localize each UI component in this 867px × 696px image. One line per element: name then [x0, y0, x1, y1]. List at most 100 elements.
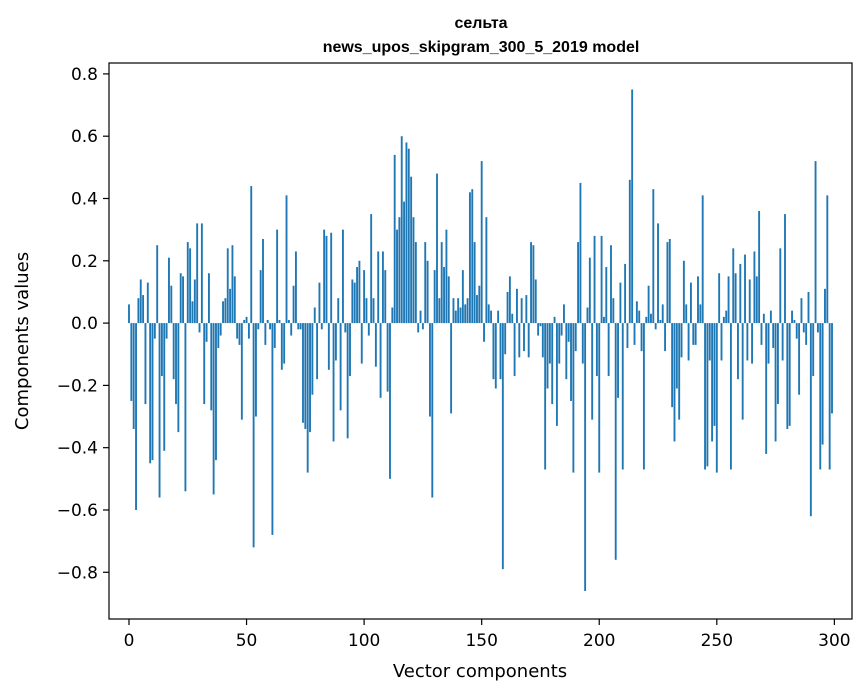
- bar-50: [245, 316, 248, 324]
- bar-148: [476, 295, 478, 324]
- bar-104: [372, 298, 375, 324]
- bar-234: [678, 323, 681, 420]
- bar-259: [737, 323, 739, 380]
- bar-7: [144, 323, 147, 405]
- bar-163: [511, 313, 514, 324]
- bar-139: [454, 310, 457, 324]
- bar-261: [741, 323, 744, 420]
- x-tick-label: 150: [465, 631, 497, 651]
- bar-250: [715, 323, 718, 473]
- bar-178: [546, 323, 549, 389]
- bar-161: [506, 291, 509, 324]
- bar-89: [337, 298, 340, 324]
- bar-265: [751, 323, 754, 364]
- y-tick-label: 0.2: [71, 252, 98, 272]
- bar-206: [612, 298, 615, 324]
- bar-201: [600, 235, 603, 324]
- chart-title-line2: news_upos_skipgram_300_5_2019 model: [323, 39, 640, 56]
- bar-190: [574, 323, 577, 352]
- bar-175: [539, 323, 542, 327]
- bar-146: [471, 189, 474, 324]
- bar-96: [353, 282, 356, 324]
- bar-205: [610, 245, 612, 324]
- bar-238: [687, 323, 690, 361]
- bar-195: [586, 307, 589, 324]
- bar-209: [619, 282, 622, 324]
- bar-285: [798, 323, 801, 395]
- x-axis-ticks: 0 50 100 150 200 250 300: [124, 619, 851, 651]
- bar-182: [555, 323, 558, 426]
- bar-202: [603, 316, 605, 324]
- bar-36: [212, 323, 215, 495]
- bar-128: [429, 323, 431, 417]
- bar-211: [624, 263, 627, 324]
- bar-2: [132, 323, 135, 429]
- bar-91: [342, 229, 344, 324]
- bar-24: [184, 323, 187, 492]
- bar-286: [800, 298, 803, 324]
- bar-187: [567, 323, 570, 342]
- x-tick-label: 100: [348, 631, 380, 651]
- bar-271: [765, 323, 768, 454]
- bar-79: [313, 307, 316, 324]
- bar-57: [262, 238, 264, 324]
- bar-215: [633, 323, 636, 345]
- bar-158: [499, 323, 502, 380]
- bar-218: [640, 323, 643, 352]
- bar-252: [720, 323, 723, 361]
- bar-256: [729, 323, 732, 470]
- bar-237: [685, 304, 688, 324]
- bar-131: [436, 173, 438, 324]
- bar-0: [128, 304, 130, 324]
- bar-92: [344, 323, 347, 333]
- bar-123: [417, 323, 420, 333]
- bar-88: [334, 323, 337, 361]
- bar-110: [386, 323, 389, 392]
- bar-49: [243, 319, 246, 324]
- bar-188: [570, 323, 572, 401]
- bar-17: [168, 257, 170, 324]
- bar-93: [346, 323, 349, 439]
- bar-118: [405, 142, 408, 324]
- y-tick-label: 0.0: [71, 314, 98, 334]
- bar-63: [276, 229, 279, 324]
- bar-85: [327, 323, 330, 370]
- bar-198: [593, 235, 596, 324]
- bar-108: [381, 251, 384, 324]
- bar-165: [516, 288, 518, 324]
- bar-157: [497, 310, 500, 324]
- bar-132: [438, 298, 441, 324]
- bar-98: [358, 260, 361, 324]
- bar-51: [247, 323, 250, 339]
- bar-134: [443, 267, 445, 324]
- bar-185: [563, 304, 565, 324]
- bar-135: [445, 229, 448, 324]
- x-tick-label: 200: [583, 631, 615, 651]
- bar-196: [588, 257, 591, 324]
- bar-35: [210, 323, 213, 411]
- bar-14: [160, 323, 163, 377]
- bar-141: [459, 307, 462, 324]
- bar-95: [351, 279, 354, 324]
- bar-55: [257, 323, 260, 330]
- bar-248: [711, 323, 714, 442]
- bar-236: [682, 260, 685, 324]
- bar-199: [595, 323, 598, 377]
- bar-147: [473, 242, 476, 324]
- bar-19: [172, 323, 175, 380]
- bar-278: [781, 323, 784, 361]
- bar-44: [231, 245, 234, 324]
- bar-208: [617, 323, 619, 398]
- bar-120: [410, 176, 413, 324]
- bar-284: [795, 323, 798, 339]
- bar-11: [153, 323, 156, 339]
- bar-230: [668, 238, 671, 324]
- bar-251: [718, 273, 721, 324]
- bar-232: [673, 323, 676, 442]
- bar-97: [356, 267, 358, 324]
- bar-137: [450, 323, 453, 414]
- bar-113: [393, 154, 396, 324]
- bar-174: [537, 323, 540, 336]
- bar-172: [532, 245, 535, 324]
